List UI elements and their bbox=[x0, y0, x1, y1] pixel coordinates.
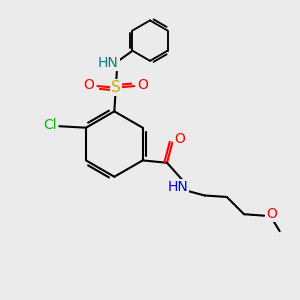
Text: S: S bbox=[111, 80, 121, 95]
Text: O: O bbox=[84, 78, 94, 92]
Text: Cl: Cl bbox=[43, 118, 57, 132]
Text: O: O bbox=[174, 132, 185, 146]
Text: HN: HN bbox=[98, 56, 119, 70]
Text: HN: HN bbox=[167, 180, 188, 194]
Text: O: O bbox=[137, 78, 148, 92]
Text: O: O bbox=[266, 207, 277, 221]
